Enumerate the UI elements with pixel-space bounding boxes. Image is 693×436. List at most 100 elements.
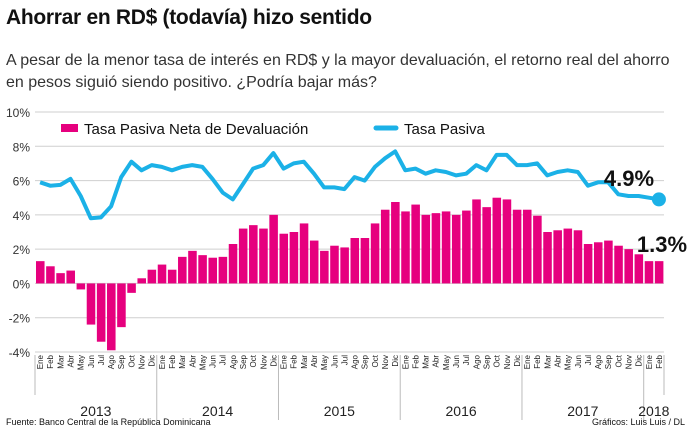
- x-month-label: May: [77, 355, 86, 370]
- bar: [624, 249, 633, 284]
- bar: [543, 232, 552, 284]
- bar: [46, 266, 55, 284]
- bar: [472, 199, 481, 284]
- x-month-label: Jul: [462, 355, 471, 365]
- x-month-label: Jul: [97, 355, 106, 365]
- bar: [107, 283, 116, 351]
- bar: [441, 211, 451, 284]
- x-month-label: Feb: [655, 354, 664, 368]
- bar: [380, 209, 390, 284]
- x-year-label: 2015: [324, 403, 355, 419]
- bar: [340, 247, 349, 284]
- x-month-label: Jul: [219, 355, 228, 365]
- x-month-label: Ago: [594, 354, 603, 369]
- line-series: [39, 149, 660, 221]
- bar: [127, 283, 136, 293]
- x-month-label: Sep: [239, 354, 248, 369]
- x-year-label: 2018: [638, 403, 669, 419]
- x-month-label: Ene: [523, 354, 532, 369]
- x-month-label: Abr: [553, 355, 562, 368]
- bar: [350, 238, 360, 284]
- x-month-label: Jun: [87, 355, 96, 368]
- x-month-label: Sep: [361, 354, 370, 369]
- bar: [178, 256, 187, 284]
- x-month-label: Feb: [168, 354, 177, 368]
- x-month-label: Ene: [645, 354, 654, 369]
- y-tick-label: 2%: [13, 243, 31, 257]
- bar: [614, 245, 623, 284]
- bar: [451, 214, 461, 284]
- x-month-label: Feb: [46, 354, 55, 368]
- y-tick-label: -4%: [9, 346, 31, 360]
- x-month-label: Abr: [432, 355, 441, 368]
- x-month-label: May: [442, 355, 451, 370]
- x-month-label: Ago: [472, 354, 481, 369]
- x-month-label: Ene: [158, 354, 167, 369]
- bar: [86, 283, 96, 325]
- bar: [299, 223, 309, 284]
- y-tick-label: 6%: [13, 175, 31, 189]
- annotation-bar-last: 1.3%: [637, 232, 687, 257]
- chart-subtitle: A pesar de la menor tasa de interés en R…: [6, 52, 670, 91]
- x-month-label: Dic: [391, 355, 400, 367]
- bar: [269, 214, 278, 284]
- bar: [157, 264, 167, 284]
- x-month-label: Nov: [259, 355, 268, 369]
- x-month-label: Nov: [381, 355, 390, 369]
- bar: [502, 199, 512, 284]
- x-month-label: Ene: [36, 354, 45, 369]
- legend-bar-label: Tasa Pasiva Neta de Devaluación: [84, 121, 308, 138]
- x-month-label: Sep: [117, 354, 126, 369]
- bar: [218, 256, 228, 284]
- bar: [421, 214, 431, 284]
- y-tick-label: 4%: [13, 209, 31, 223]
- x-month-label: Nov: [624, 355, 633, 369]
- bar: [309, 240, 319, 284]
- bar: [604, 240, 613, 284]
- bar: [330, 245, 339, 284]
- x-month-label: Mar: [178, 355, 187, 369]
- y-tick-label: -2%: [9, 312, 31, 326]
- chart-title: Ahorrar en RD$ (todavía) hizo sentido: [6, 6, 372, 29]
- annotation-line-last: 4.9%: [604, 166, 654, 191]
- bar: [56, 273, 65, 284]
- x-month-label: Jun: [330, 355, 339, 368]
- x-month-label: Feb: [533, 354, 542, 368]
- bar: [654, 261, 664, 284]
- x-year-label: 2014: [202, 403, 233, 419]
- legend-bar-swatch: [61, 124, 78, 132]
- x-month-label: Oct: [614, 354, 623, 367]
- bar: [644, 261, 654, 284]
- x-month-label: Jul: [584, 355, 593, 365]
- x-month-label: Sep: [482, 354, 491, 369]
- bar: [492, 197, 502, 284]
- bar: [573, 230, 583, 284]
- bar: [370, 223, 380, 284]
- x-month-label: Mar: [422, 355, 431, 369]
- bar: [36, 261, 45, 284]
- bar: [96, 283, 106, 342]
- credit-note: Gráficos: Luis Luis / DL: [591, 417, 685, 427]
- x-month-label: Dic: [148, 355, 157, 367]
- x-month-label: Ene: [401, 354, 410, 369]
- x-month-label: Oct: [493, 354, 502, 367]
- bar: [249, 225, 258, 284]
- bar: [167, 269, 177, 284]
- legend-line-label: Tasa Pasiva: [404, 121, 486, 138]
- x-month-label: Dic: [269, 355, 278, 367]
- x-year-label: 2016: [446, 403, 477, 419]
- bar: [360, 238, 370, 284]
- bar: [137, 278, 146, 284]
- bar: [522, 209, 532, 284]
- x-month-label: Jun: [574, 355, 583, 368]
- bar: [228, 244, 238, 284]
- x-month-label: Dic: [635, 355, 644, 367]
- bar: [188, 250, 197, 284]
- x-year-label: 2017: [567, 403, 598, 419]
- y-tick-label: 8%: [13, 140, 31, 154]
- x-month-label: Dic: [513, 355, 522, 367]
- x-month-label: Ago: [351, 354, 360, 369]
- y-tick-label: 10%: [6, 106, 30, 120]
- line-point: [651, 192, 666, 207]
